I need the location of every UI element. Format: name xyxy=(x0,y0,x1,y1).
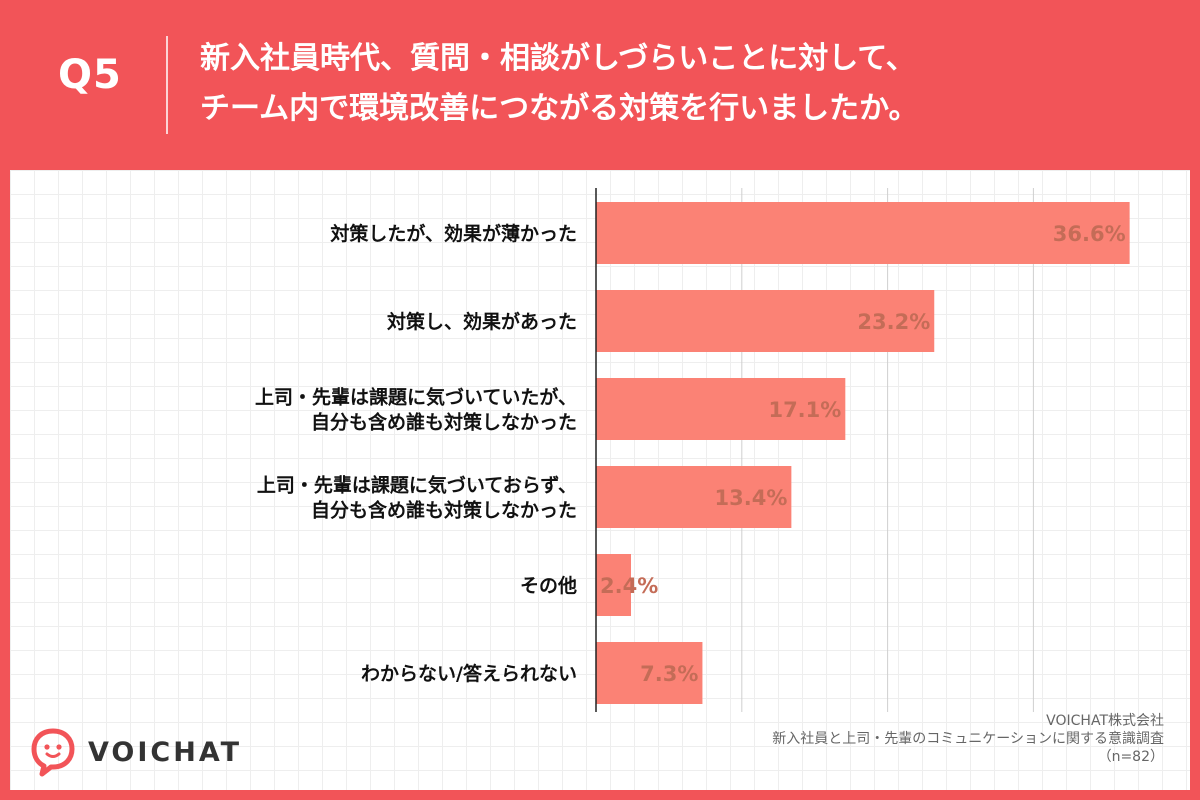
brand-name: VOICHAT xyxy=(88,737,243,768)
value-label-4: 2.4% xyxy=(600,574,658,598)
bar-5 xyxy=(596,642,703,704)
source-survey: 新入社員と上司・先輩のコミュニケーションに関する意識調査 xyxy=(772,731,1164,747)
bar-1 xyxy=(596,290,935,352)
speech-bubble-face-icon xyxy=(31,728,75,777)
source-company: VOICHAT株式会社 xyxy=(1046,713,1164,729)
category-label-5: わからない/答えられない xyxy=(361,662,577,685)
question-title: 新入社員時代、質問・相談がしづらいことに対して、 チーム内で環境改善につながる対… xyxy=(200,34,1180,134)
value-label-2: 17.1% xyxy=(768,398,841,422)
bar-0 xyxy=(596,202,1130,264)
category-label-2-line-0: 上司・先輩は課題に気づいていたが、 xyxy=(255,386,577,409)
category-label-1: 対策し、効果があった xyxy=(386,310,577,333)
value-label-3: 13.4% xyxy=(715,486,788,510)
value-label-1: 23.2% xyxy=(857,310,930,334)
source-sample: （n=82） xyxy=(1097,749,1164,765)
bar-4 xyxy=(596,554,631,616)
bar-chart: 36.6% 対策したが、効果が薄かった 23.2% 対策し、効果があった 17.1% 上司… xyxy=(255,188,1130,712)
bar-2 xyxy=(596,378,846,440)
category-label-4: その他 xyxy=(520,574,577,597)
bar-3 xyxy=(596,466,792,528)
source-note: VOICHAT株式会社 新入社員と上司・先輩のコミュニケーションに関する意識調査… xyxy=(772,712,1164,766)
value-label-0: 36.6% xyxy=(1053,222,1126,246)
question-number: Q5 xyxy=(58,52,122,98)
question-title-line-1: 新入社員時代、質問・相談がしづらいことに対して、 xyxy=(200,41,916,76)
chart-panel: 36.6% 対策したが、効果が薄かった 23.2% 対策し、効果があった 17.1% 上司… xyxy=(10,170,1190,790)
question-title-line-2: チーム内で環境改善につながる対策を行いましたか。 xyxy=(200,91,919,126)
category-label-3-line-1: 自分も含め誰も対策しなかった xyxy=(311,499,577,522)
header: Q5 新入社員時代、質問・相談がしづらいことに対して、 チーム内で環境改善につな… xyxy=(0,0,1200,170)
category-label-2-line-1: 自分も含め誰も対策しなかった xyxy=(311,411,577,434)
value-label-5: 7.3% xyxy=(640,662,698,686)
category-label-0: 対策したが、効果が薄かった xyxy=(329,222,577,245)
voichat-logo: VOICHAT xyxy=(30,727,260,777)
category-label-3-line-0: 上司・先輩は課題に気づいておらず、 xyxy=(257,474,577,497)
header-divider xyxy=(166,36,168,134)
